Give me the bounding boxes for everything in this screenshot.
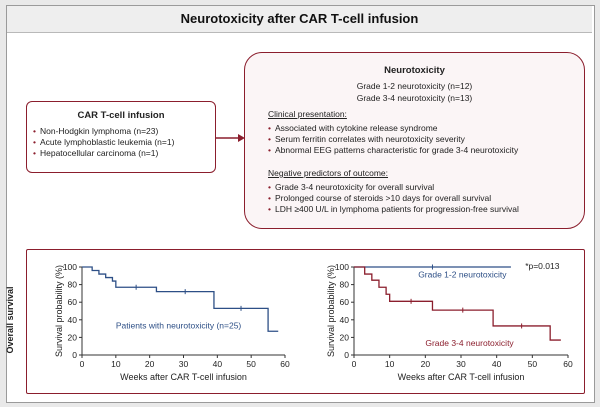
x-tick-label: 0 xyxy=(352,359,357,369)
x-tick-label: 10 xyxy=(111,359,121,369)
y-tick-label: 20 xyxy=(340,332,350,342)
y-axis-label: Survival probability (%) xyxy=(54,265,64,357)
y-tick-label: 20 xyxy=(68,332,78,342)
bullet-icon: • xyxy=(33,148,36,158)
x-tick-label: 10 xyxy=(385,359,395,369)
x-tick-label: 40 xyxy=(492,359,502,369)
legend-label: Grade 3-4 neurotoxicity xyxy=(425,338,514,348)
legend-label: Patients with neurotoxicity (n=25) xyxy=(116,321,242,331)
y-tick-label: 100 xyxy=(63,262,77,272)
neurotoxicity-box: Neurotoxicity Grade 1-2 neurotoxicity (n… xyxy=(244,52,585,229)
bullet-icon: • xyxy=(268,182,271,192)
negative-predictors-list: • Grade 3-4 neurotoxicity for overall sur… xyxy=(268,182,519,215)
x-tick-label: 60 xyxy=(280,359,290,369)
y-tick-label: 0 xyxy=(344,350,349,360)
overall-survival-box xyxy=(26,249,585,394)
bullet-icon: • xyxy=(268,204,271,214)
overall-survival-label: Overall survival xyxy=(5,286,15,354)
x-tick-label: 0 xyxy=(80,359,85,369)
x-tick-label: 20 xyxy=(145,359,155,369)
list-item: • Serum ferritin correlates with neurotox… xyxy=(268,134,465,144)
bullet-icon: • xyxy=(268,123,271,133)
x-tick-label: 20 xyxy=(421,359,431,369)
list-item: • Grade 3-4 neurotoxicity for overall sur… xyxy=(268,182,435,192)
clinical-presentation-heading: Clinical presentation: xyxy=(268,109,347,119)
negative-predictors-heading: Negative predictors of outcome: xyxy=(268,168,389,178)
list-item: • Abnormal EEG patterns characteristic fo… xyxy=(268,145,519,155)
survival-curve xyxy=(354,266,561,341)
y-tick-label: 60 xyxy=(340,297,350,307)
infusion-list: • Non-Hodgkin lymphoma (n=23) • Acute lymp… xyxy=(33,126,174,159)
x-tick-label: 60 xyxy=(563,359,573,369)
y-tick-label: 40 xyxy=(340,315,350,325)
y-tick-label: 60 xyxy=(68,297,78,307)
bullet-icon: • xyxy=(268,193,271,203)
x-axis-label: Weeks after CAR T-cell infusion xyxy=(398,372,525,382)
x-tick-label: 30 xyxy=(456,359,466,369)
list-item: • LDH ≥400 U/L in lymphoma patients for p… xyxy=(268,204,519,214)
neurotoxicity-heading: Neurotoxicity xyxy=(384,65,445,76)
survival-curve xyxy=(82,266,279,332)
list-item: • Non-Hodgkin lymphoma (n=23) xyxy=(33,126,159,136)
list-item: • Acute lymphoblastic leukemia (n=1) xyxy=(33,137,175,147)
grade-count: Grade 1-2 neurotoxicity (n=12) xyxy=(356,81,473,91)
bullet-icon: • xyxy=(268,134,271,144)
y-tick-label: 100 xyxy=(335,262,349,272)
bullet-icon: • xyxy=(33,126,36,136)
list-item: • Associated with cytokine release syndro… xyxy=(268,123,438,133)
x-tick-label: 50 xyxy=(528,359,538,369)
y-tick-label: 40 xyxy=(68,315,78,325)
clinical-list: • Associated with cytokine release syndro… xyxy=(268,123,518,156)
y-axis-label: Survival probability (%) xyxy=(326,265,336,357)
bullet-icon: • xyxy=(268,145,271,155)
grade-count: Grade 3-4 neurotoxicity (n=13) xyxy=(356,93,473,103)
y-tick-label: 80 xyxy=(340,280,350,290)
km-chart-right: 0 20 40 60 80 100 0 10 20 30 40 50 60 Weeks after CAR… xyxy=(326,261,573,382)
car-t-infusion-box: CAR T-cell infusion • Non-Hodgkin lymphom… xyxy=(26,101,216,173)
y-tick-label: 80 xyxy=(68,280,78,290)
list-item: • Hepatocellular carcinoma (n=1) xyxy=(33,148,159,158)
list-item: • Prolonged course of steroids >10 days f… xyxy=(268,193,492,203)
infusion-heading: CAR T-cell infusion xyxy=(77,110,165,121)
x-tick-label: 30 xyxy=(179,359,189,369)
y-tick-label: 0 xyxy=(72,350,77,360)
figure-title: Neurotoxicity after CAR T-cell infusion xyxy=(7,6,592,33)
legend-label: Grade 1-2 neurotoxicity xyxy=(418,270,507,280)
x-axis-label: Weeks after CAR T-cell infusion xyxy=(120,372,247,382)
km-chart-left: 0 20 40 60 80 100 0 10 20 30 40 50 60 Weeks after CAR… xyxy=(54,262,290,382)
x-tick-label: 40 xyxy=(213,359,223,369)
x-tick-label: 50 xyxy=(246,359,256,369)
p-value-annotation: *p=0.013 xyxy=(525,261,560,271)
bullet-icon: • xyxy=(33,137,36,147)
